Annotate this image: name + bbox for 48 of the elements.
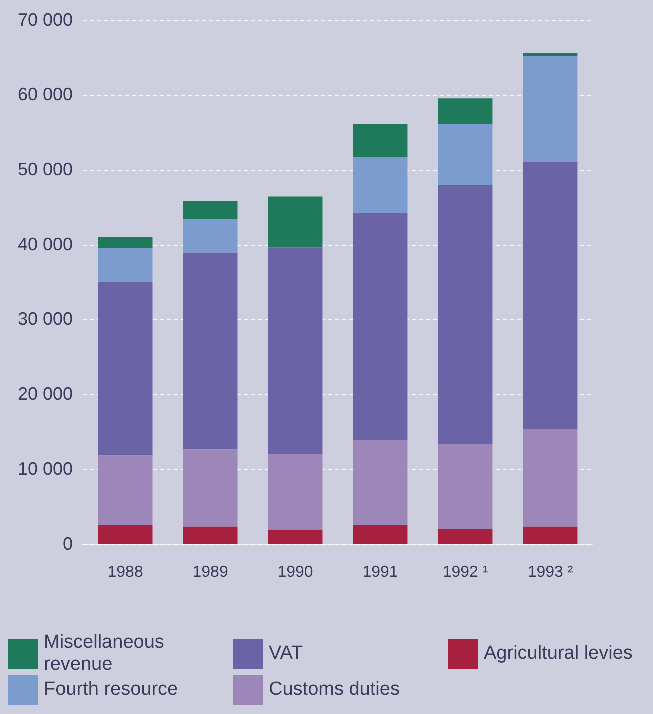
bar xyxy=(268,454,323,530)
y-tick-label: 20 000 xyxy=(18,384,74,404)
bar xyxy=(353,440,408,526)
bar xyxy=(98,282,153,456)
bar xyxy=(183,450,238,527)
x-tick-label: 1991 xyxy=(362,564,398,581)
y-tick-label: 30 000 xyxy=(18,309,74,330)
bar xyxy=(183,201,238,220)
bar xyxy=(523,52,578,56)
bar xyxy=(438,529,493,544)
bar xyxy=(98,237,153,248)
x-tick-label: 1989 xyxy=(192,564,228,581)
x-tick-label: 1993 ² xyxy=(528,564,574,581)
bar xyxy=(268,530,323,544)
bar xyxy=(438,98,493,124)
x-tick-label: 1988 xyxy=(108,564,144,581)
legend-label: Agricultural levies xyxy=(484,643,633,665)
bar xyxy=(438,185,493,444)
y-tick-label: 70 000 xyxy=(18,10,74,30)
bar xyxy=(438,124,493,186)
y-tick-label: 10 000 xyxy=(18,458,74,479)
x-tick-label: 1992 ¹ xyxy=(442,564,488,581)
y-tick-label: 50 000 xyxy=(18,159,74,180)
bar xyxy=(353,158,408,214)
y-tick-label: 60 000 xyxy=(18,84,74,105)
bar xyxy=(268,248,323,454)
bar xyxy=(523,430,578,527)
x-tick-label: 1990 xyxy=(278,564,314,581)
bar xyxy=(438,444,493,530)
bar xyxy=(353,124,408,158)
bar xyxy=(183,219,238,253)
legend-label: VAT xyxy=(269,643,304,665)
legend-label: Miscellaneous revenue xyxy=(44,632,166,676)
bar xyxy=(523,526,578,544)
bar xyxy=(98,456,153,526)
y-tick-label: 40 000 xyxy=(18,234,74,254)
legend-label: Customs duties xyxy=(269,679,400,701)
bar xyxy=(268,196,323,248)
bar xyxy=(98,248,153,282)
bar xyxy=(353,213,408,440)
legend-label: Fourth resource xyxy=(44,679,178,701)
bar xyxy=(523,162,578,430)
bar xyxy=(183,526,238,544)
bar xyxy=(523,56,578,162)
y-tick-label: 0 xyxy=(63,534,74,554)
bar xyxy=(98,525,153,544)
bar xyxy=(353,525,408,544)
bar xyxy=(183,252,238,450)
